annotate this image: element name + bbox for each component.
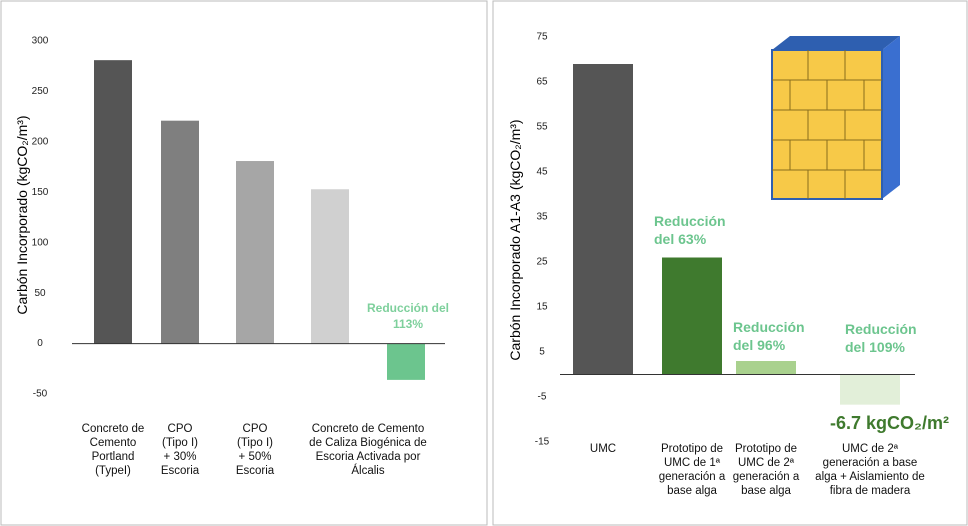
bar	[736, 361, 796, 375]
y-tick-label: 55	[536, 122, 548, 133]
annotation: Reducción del 96%	[733, 319, 805, 353]
y-axis-title: Carbón Incorporado (kgCO₂/m³)	[14, 115, 30, 315]
panel-border	[492, 0, 968, 526]
bar	[573, 64, 633, 375]
y-tick-label: 200	[32, 136, 49, 147]
annotation: Reducción del 113%	[366, 301, 449, 331]
y-tick-label: 250	[32, 86, 49, 97]
bar	[94, 60, 132, 344]
x-tick-label: Prototipo de UMC de 1ª generación a base…	[658, 443, 726, 497]
bar	[311, 189, 349, 344]
wall-icon	[771, 36, 900, 200]
bar	[387, 343, 425, 380]
y-tick-label: 100	[32, 237, 49, 248]
x-tick-label: UMC de 2ª generación a base alga + Aisla…	[815, 443, 925, 497]
bar	[161, 120, 199, 344]
bar	[840, 374, 900, 405]
y-tick-label: 25	[536, 257, 548, 268]
x-tick-label: UMC	[589, 443, 617, 455]
annotation: Reducción del 63%	[654, 213, 726, 247]
y-tick-label: 75	[536, 32, 548, 43]
y-tick-label: 300	[32, 36, 49, 47]
y-tick-label: 35	[536, 212, 548, 223]
x-tick-label: Concreto de Cemento Portland (TypeI)	[81, 423, 145, 477]
y-tick-label: 65	[536, 77, 548, 88]
y-tick-label: 0	[37, 338, 43, 349]
bar	[236, 161, 274, 344]
y-tick-label: -5	[538, 392, 547, 403]
y-axis-title: Carbón Incorporado A1-A3 (kgCO₂/m³)	[507, 119, 523, 361]
y-tick-label: 150	[32, 187, 49, 198]
bar	[662, 257, 722, 375]
y-tick-label: -15	[535, 437, 550, 448]
y-tick-label: 45	[536, 167, 548, 178]
y-tick-label: 50	[34, 288, 46, 299]
annotation: -6.7 kgCO₂/m²	[830, 413, 950, 433]
y-tick-label: 5	[539, 347, 545, 358]
annotation: Reducción del 109%	[845, 321, 917, 355]
x-tick-label: Concreto de Cemento de Caliza Biogénica …	[309, 423, 427, 477]
x-tick-label: CPO (Tipo I) + 30% Escoria	[160, 423, 200, 477]
x-tick-label: Prototipo de UMC de 2ª generación a base…	[732, 443, 800, 497]
panel-border	[0, 0, 488, 526]
x-tick-label: CPO (Tipo I) + 50% Escoria	[235, 423, 275, 477]
y-tick-label: 15	[536, 302, 548, 313]
y-tick-label: -50	[33, 389, 48, 400]
